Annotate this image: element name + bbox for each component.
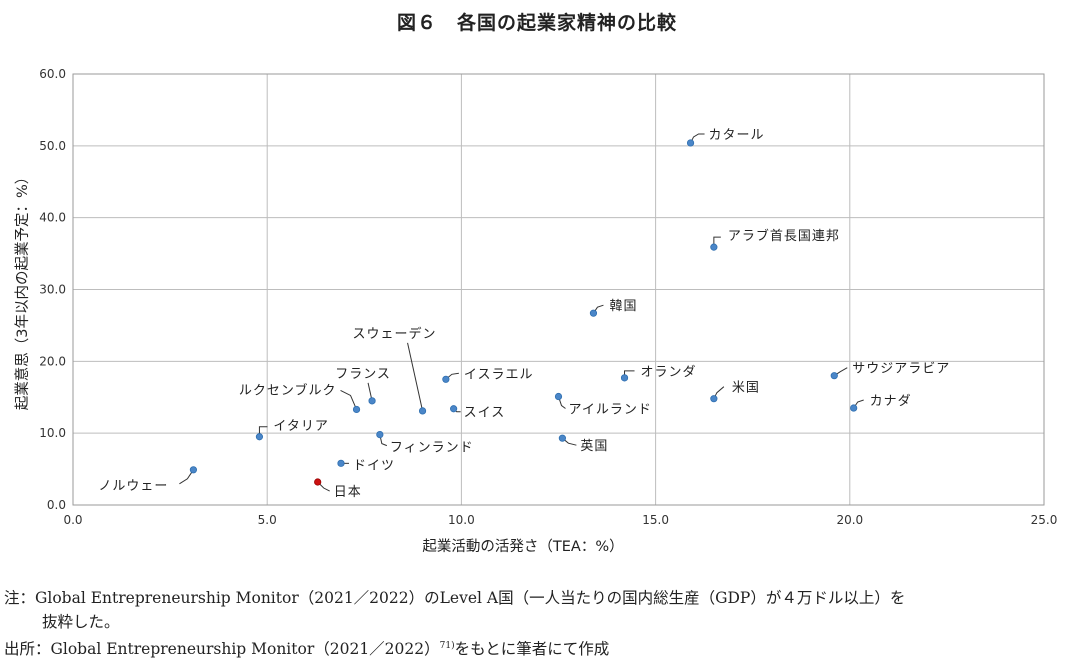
data-point <box>558 434 566 442</box>
x-tick-labels: 0.0 5.0 10.0 15.0 20.0 25.0 <box>63 513 1057 527</box>
footnote-line-2: 抜粋した。 <box>42 613 120 631</box>
leader-line <box>340 390 357 410</box>
x-tick-label: 5.0 <box>258 513 277 527</box>
point-label: オランダ <box>641 365 697 380</box>
point-label: フィンランド <box>390 441 474 456</box>
point-label: カタール <box>709 128 765 143</box>
point-label: イスラエル <box>464 367 534 382</box>
y-tick-label: 10.0 <box>39 426 66 440</box>
data-point <box>710 243 718 251</box>
data-point <box>352 405 361 414</box>
point-label: 英国 <box>580 439 608 454</box>
x-tick-label: 15.0 <box>642 513 669 527</box>
data-point <box>686 139 695 147</box>
point-label: スイス <box>464 406 506 421</box>
y-tick-label: 50.0 <box>39 139 66 153</box>
point-label: 日本 <box>334 485 362 500</box>
x-tick-label: 0.0 <box>63 513 82 527</box>
footnote-line-1: 注：Global Entrepreneurship Monitor（2021／2… <box>4 589 906 607</box>
point-label: アラブ首長国連邦 <box>728 228 840 244</box>
data-point <box>337 459 345 467</box>
data-point <box>189 466 198 474</box>
leader-line <box>407 342 424 412</box>
plot-area-border <box>72 73 1045 506</box>
point-label: ルクセンブルク <box>239 382 337 398</box>
point-label: カナダ <box>870 394 912 409</box>
y-tick-label: 30.0 <box>39 283 66 297</box>
grid-lines <box>72 73 1045 506</box>
leader-line <box>179 469 194 485</box>
x-tick-label: 10.0 <box>448 513 475 527</box>
data-point <box>850 404 858 412</box>
label-leader-lines <box>179 133 864 492</box>
data-point <box>255 433 264 441</box>
point-label: アイルランド <box>569 403 652 418</box>
point-label: ドイツ <box>353 458 395 473</box>
data-point <box>620 374 629 382</box>
point-label: ノルウェー <box>98 479 168 494</box>
point-label: 韓国 <box>609 299 637 314</box>
source-note-main: 出所：Global Entrepreneurship Monitor（2021／… <box>4 640 440 658</box>
data-point <box>418 407 427 415</box>
point-label: スウェーデン <box>353 326 437 342</box>
data-points <box>189 139 858 486</box>
scatter-chart: 0.0 5.0 10.0 15.0 20.0 25.0 0.0 10.0 20.0 30.0 40… <box>13 67 1057 555</box>
x-tick-label: 20.0 <box>836 513 863 527</box>
source-note: 出所：Global Entrepreneurship Monitor（2021／… <box>4 637 609 659</box>
chart-title: 図６ 各国の起業家精神の比較 <box>396 12 677 34</box>
y-tick-label: 60.0 <box>39 67 66 81</box>
x-axis-label: 起業活動の活発さ（TEA：%） <box>422 538 623 555</box>
y-axis-label: 起業意思（3年以内の起業予定：%） <box>13 170 31 411</box>
y-tick-label: 40.0 <box>39 211 66 225</box>
point-label: フランス <box>335 367 391 382</box>
data-point <box>376 431 384 439</box>
point-label: サウジアラビア <box>852 362 950 377</box>
data-point <box>830 372 838 380</box>
y-tick-label: 20.0 <box>39 354 66 368</box>
data-point <box>589 309 598 317</box>
data-point <box>442 375 450 383</box>
y-tick-labels: 0.0 10.0 20.0 30.0 40.0 50.0 60.0 <box>39 67 66 512</box>
point-label: 米国 <box>732 381 760 396</box>
point-label: イタリア <box>273 419 328 434</box>
data-point <box>450 405 458 413</box>
source-note-tail: をもとに筆者にて作成 <box>454 640 610 658</box>
data-point <box>710 395 718 403</box>
data-point <box>368 397 376 405</box>
data-point <box>314 478 322 486</box>
data-point <box>554 392 563 401</box>
axes <box>72 73 1045 506</box>
x-tick-label: 25.0 <box>1031 513 1058 527</box>
y-tick-label: 0.0 <box>47 498 66 512</box>
source-reference: 71) <box>439 640 455 651</box>
